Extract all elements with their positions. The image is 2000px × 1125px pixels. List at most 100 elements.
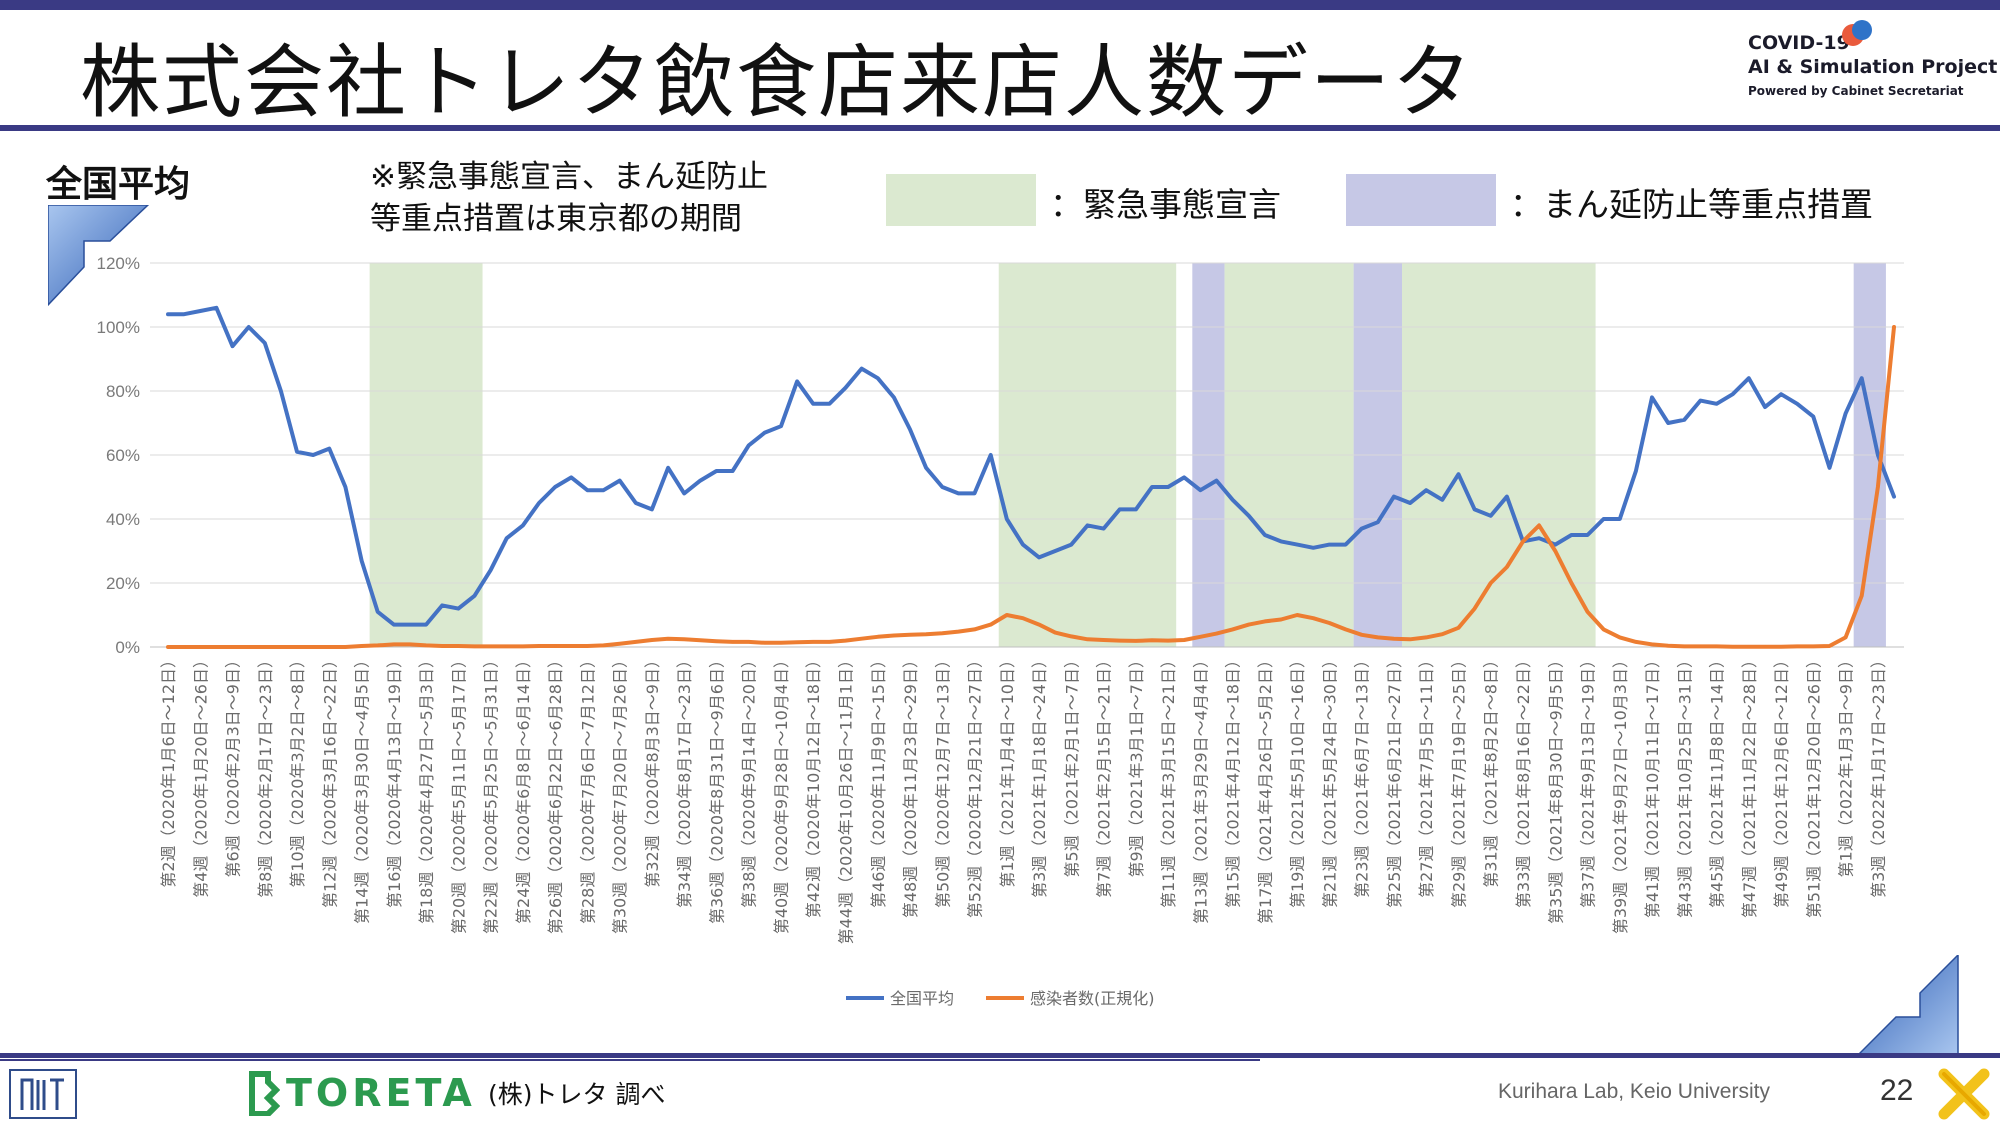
series-0-point xyxy=(1796,402,1799,405)
series-line-1 xyxy=(166,325,1896,649)
series-0-point xyxy=(1247,514,1250,517)
series-0-point xyxy=(489,569,492,572)
series-0-point xyxy=(1731,393,1734,396)
series-0-point xyxy=(1183,476,1186,479)
corner-decoration-bottom-right xyxy=(1858,955,1959,1056)
series-0-point xyxy=(1715,402,1718,405)
series-1-point xyxy=(1505,565,1509,569)
series-0-point xyxy=(537,501,541,505)
x-tick-label: 第26週（2020年6月22日～6月28日） xyxy=(546,652,565,934)
x-tick-label: 第52週（2020年12月21日～27日） xyxy=(966,652,985,918)
series-1-point xyxy=(1150,639,1154,642)
x-tick-label: 第6週（2020年2月3日～9日） xyxy=(224,652,243,877)
series-1-point xyxy=(182,645,186,649)
series-0-point xyxy=(457,607,460,610)
y-tick-label: 100% xyxy=(97,318,140,337)
series-1-point xyxy=(844,639,847,642)
x-tick-label: 第44週（2020年10月26日～11月1日） xyxy=(836,652,855,944)
series-1-point xyxy=(489,645,492,648)
series-1-point xyxy=(860,637,863,640)
series-1-point xyxy=(1586,610,1589,613)
series-1-point xyxy=(1247,623,1250,626)
x-tick-label: 第33週（2021年8月16日～22日） xyxy=(1514,652,1533,908)
footer-divider xyxy=(0,1053,2000,1058)
x-tick-label: 第40週（2020年9月28日～10月4日） xyxy=(772,652,791,934)
series-0-point xyxy=(553,485,557,489)
series-0-point xyxy=(1828,466,1831,469)
series-0-point xyxy=(521,524,525,527)
series-0-point xyxy=(1118,508,1121,511)
series-0-point xyxy=(199,309,202,313)
series-0-point xyxy=(344,485,347,489)
series-0-point xyxy=(957,492,960,495)
y-tick-label: 80% xyxy=(106,382,140,401)
x-tick-label: 第3週（2021年1月18日～24日） xyxy=(1030,652,1049,898)
series-0-point xyxy=(602,489,605,492)
series-1-point xyxy=(441,644,444,648)
series-0-point xyxy=(1037,556,1041,559)
series-1-point xyxy=(505,645,508,648)
series-1-point xyxy=(1263,620,1267,623)
series-0-point xyxy=(1102,527,1105,530)
series-1-point xyxy=(763,641,767,645)
series-0-point xyxy=(1231,498,1234,501)
series-line-0 xyxy=(166,305,1896,627)
x-tick-label: 第36週（2020年8月31日～9月6日） xyxy=(707,652,726,924)
x-tick-label: 第22週（2020年5月25日～5月31日） xyxy=(482,652,501,934)
series-1-point xyxy=(1489,581,1492,585)
y-tick-label: 20% xyxy=(106,574,140,593)
series-1-point xyxy=(1666,644,1670,647)
series-1-point xyxy=(1650,643,1654,646)
series-1-point xyxy=(376,644,379,647)
series-1-point xyxy=(1860,594,1863,597)
series-0-point xyxy=(682,492,686,495)
x-tick-label: 第30週（2020年7月20日～7月26日） xyxy=(611,652,630,934)
series-1-point xyxy=(1328,621,1331,625)
series-0-point xyxy=(279,389,283,393)
x-tick-label: 第19週（2021年5月10日～16日） xyxy=(1288,652,1307,908)
series-1-point xyxy=(199,645,202,649)
series-1-point xyxy=(1037,623,1041,626)
series-1-point xyxy=(1699,645,1702,648)
series-0-point xyxy=(1747,377,1751,380)
footer-divider-thin xyxy=(0,1059,1260,1061)
x-logo-icon xyxy=(1938,1068,1990,1120)
series-0-point xyxy=(812,402,815,405)
top-accent-bar xyxy=(0,0,2000,10)
series-1-point xyxy=(1521,540,1525,543)
x-tick-label: 第29週（2021年7月19日～25日） xyxy=(1449,652,1468,908)
x-tick-label: 第17週（2021年4月26日～5月2日） xyxy=(1256,652,1275,924)
series-0-point xyxy=(650,508,654,511)
series-1-point xyxy=(1376,636,1380,639)
series-1-point xyxy=(828,640,831,644)
series-0-point xyxy=(1408,501,1412,505)
series-0-point xyxy=(876,377,879,380)
emergency-legend-swatch xyxy=(886,174,1036,226)
series-1-point xyxy=(618,642,621,645)
covid-logo-line2: AI & Simulation Project xyxy=(1748,56,1998,78)
series-0-point xyxy=(1344,543,1347,546)
priority-legend-swatch xyxy=(1346,174,1496,226)
series-1-point xyxy=(650,638,654,642)
series-1-point xyxy=(1618,636,1621,639)
series-0-point xyxy=(892,396,896,399)
series-0-point xyxy=(311,453,315,457)
series-0-point xyxy=(505,537,508,540)
visitor-chart: 0% 20% 40% 60% 80% 100% 120% 第2週（2020年1月6日～12日）… xyxy=(97,254,1904,1008)
series-1-point xyxy=(1279,618,1283,621)
series-1-point xyxy=(424,644,428,647)
x-tick-label: 第4週（2020年1月20日～26日） xyxy=(191,652,210,898)
series-0-point xyxy=(1150,485,1154,489)
series-1-point xyxy=(1828,644,1831,648)
series-1-point xyxy=(247,645,250,649)
title-divider xyxy=(0,125,2000,131)
series-1-point xyxy=(1215,632,1218,635)
x-tick-label: 第49週（2021年12月6日～12日） xyxy=(1772,652,1791,908)
series-1-point xyxy=(1183,638,1186,642)
series-0-point xyxy=(1441,498,1444,501)
series-1-point xyxy=(1005,613,1009,617)
x-tick-label: 第39週（2021年9月27日～10月3日） xyxy=(1611,652,1630,934)
series-0-point xyxy=(1053,549,1057,553)
slide-title: 株式会社トレタ飲食店来店人数データ xyxy=(80,36,1474,129)
series-0-point xyxy=(828,402,831,405)
